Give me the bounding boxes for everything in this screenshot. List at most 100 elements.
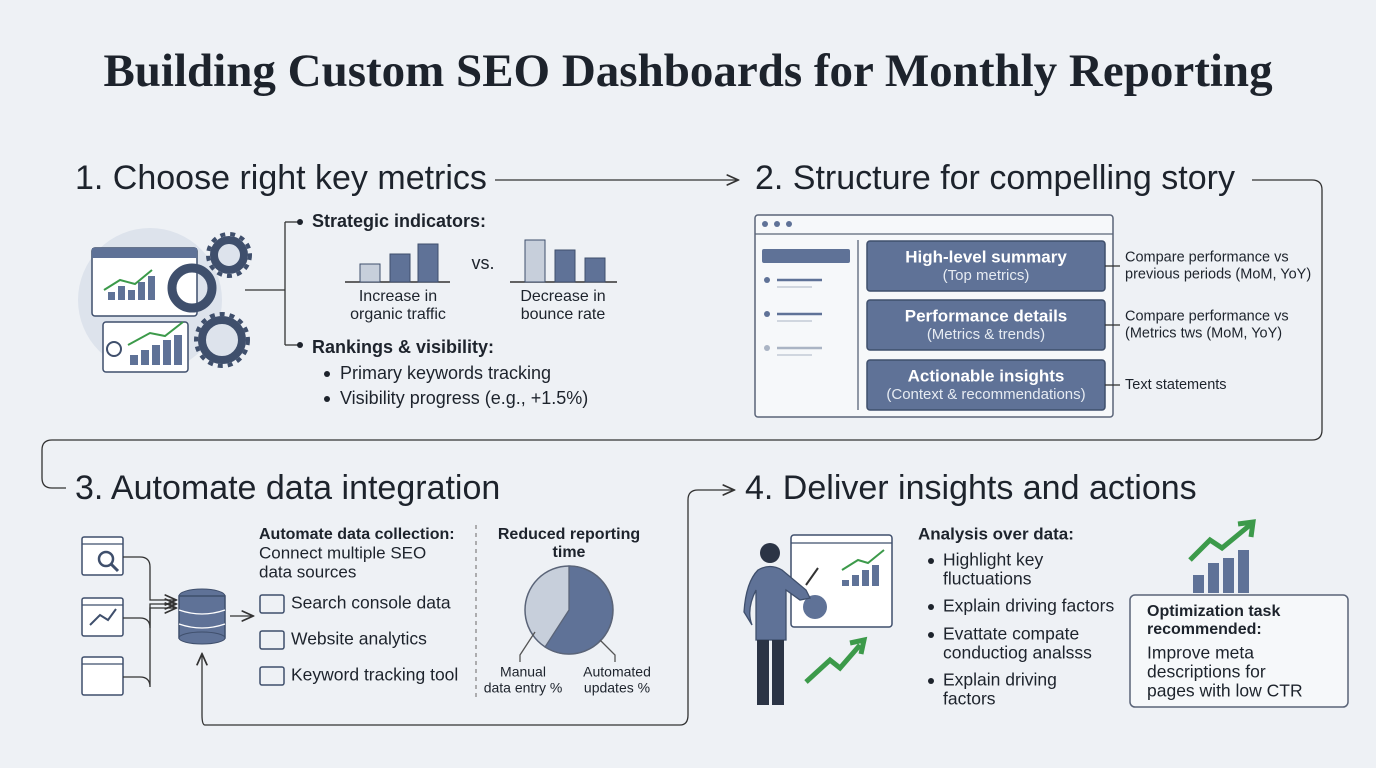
pointer — [805, 567, 819, 586]
description: Connect multiple SEO — [259, 543, 426, 562]
section-heading: 3. Automate data integration — [75, 469, 500, 507]
note: Compare performance vs — [1125, 249, 1289, 265]
label: Rankings & visibility: — [312, 337, 494, 357]
icon-bar — [163, 340, 171, 365]
pie-label: data entry % — [484, 680, 563, 696]
box-subtitle: (Context & recommendations) — [886, 386, 1085, 403]
pie-label: Manual — [500, 664, 546, 680]
label: recommended: — [1147, 621, 1262, 638]
bullet — [928, 632, 934, 638]
list-item: conductiog analsss — [943, 643, 1092, 663]
icon-bar — [130, 355, 138, 365]
icon-bar — [138, 282, 145, 300]
connector — [89, 608, 117, 626]
bullet — [928, 558, 934, 564]
database — [178, 631, 226, 645]
icon-bar — [174, 335, 182, 365]
illustration-bar — [554, 249, 576, 283]
box-title: High-level summary — [905, 247, 1067, 266]
window-dot — [786, 221, 792, 227]
connector — [1237, 519, 1256, 538]
connector — [103, 269, 153, 291]
icon-window-bar — [92, 248, 197, 258]
label: time — [553, 544, 586, 561]
bullet — [928, 604, 934, 610]
bullet — [928, 678, 934, 684]
icon-pie — [803, 595, 827, 619]
connector — [123, 608, 175, 688]
source-label: Search console data — [291, 593, 451, 613]
box-subtitle: (Top metrics) — [943, 267, 1030, 284]
icon-bar — [1208, 563, 1219, 593]
connector — [127, 321, 184, 346]
task-text: Improve meta — [1147, 643, 1254, 663]
box-title: Actionable insights — [908, 366, 1065, 385]
list-item: factors — [943, 689, 996, 709]
list-item: Visibility progress (e.g., +1.5%) — [340, 388, 588, 408]
chart-label: bounce rate — [521, 306, 606, 323]
bullet — [324, 396, 330, 402]
chart-label: Increase in — [359, 288, 437, 305]
note: Compare performance vs — [1125, 308, 1289, 324]
icon-bar — [148, 276, 155, 300]
database-ring — [178, 609, 226, 615]
sidebar-dot — [764, 311, 770, 317]
source-icon — [259, 594, 285, 614]
connector — [41, 179, 1323, 489]
source-label: Website analytics — [291, 629, 427, 649]
icon-bar — [842, 580, 849, 586]
section-heading: 2. Structure for compelling story — [755, 159, 1235, 197]
person-leg — [772, 640, 784, 705]
icon-bar — [118, 286, 125, 300]
label: Automate data collection: — [259, 526, 455, 543]
illustration-bar — [524, 239, 546, 283]
illustration-bar — [389, 253, 411, 283]
pie-illustration — [544, 565, 614, 655]
note: (Metrics tws (MoM, YoY) — [1125, 325, 1282, 341]
window-dot — [762, 221, 768, 227]
database — [178, 595, 226, 639]
connector — [849, 636, 868, 655]
database-ring — [178, 623, 226, 629]
task-text: pages with low CTR — [1147, 681, 1303, 701]
connector — [1188, 523, 1252, 562]
bullet — [324, 371, 330, 377]
list-item: Highlight key — [943, 550, 1043, 570]
task-box — [1129, 594, 1349, 708]
chart-label: Decrease in — [520, 288, 605, 305]
list-item: Evattate compate — [943, 624, 1079, 644]
icon-gear-teeth — [194, 312, 250, 368]
pie-label: updates % — [584, 680, 650, 696]
leader — [519, 631, 536, 662]
person-head — [760, 543, 780, 563]
illustration-bar — [359, 263, 381, 283]
page-title: Building Custom SEO Dashboards for Month… — [103, 45, 1273, 97]
icon-bar — [1193, 575, 1204, 593]
icon-bar — [128, 290, 135, 300]
dot — [297, 342, 303, 348]
source-label: Keyword tracking tool — [291, 665, 458, 685]
label: Reduced reporting — [498, 526, 640, 543]
icon-donut — [167, 263, 217, 313]
connector — [841, 549, 885, 571]
box-subtitle: (Metrics & trends) — [927, 326, 1045, 343]
icon-bar — [1223, 558, 1234, 593]
source-icon — [81, 656, 124, 696]
label: Optimization task — [1147, 603, 1280, 620]
person-body — [743, 565, 811, 641]
icon-gear — [210, 236, 248, 274]
note: previous periods (MoM, YoY) — [1125, 266, 1311, 282]
box-title: Performance details — [905, 306, 1068, 325]
illustration-bar — [417, 243, 439, 283]
icon-refresh — [106, 341, 122, 357]
person-leg — [757, 640, 769, 705]
sidebar-item — [762, 249, 850, 263]
icon-bar — [152, 345, 160, 365]
list-item: fluctuations — [943, 569, 1032, 589]
icon-bar — [108, 292, 115, 300]
connector — [205, 490, 733, 726]
description: data sources — [259, 562, 356, 581]
task-text: descriptions for — [1147, 662, 1266, 682]
